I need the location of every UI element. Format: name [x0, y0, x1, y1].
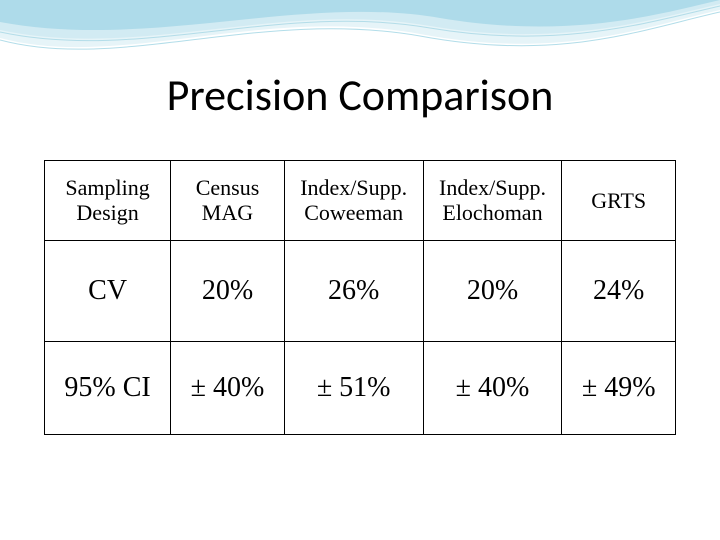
- col-header-grts: GRTS: [562, 161, 676, 241]
- col-header-line: MAG: [175, 200, 280, 225]
- col-header-line: GRTS: [566, 188, 671, 213]
- col-header-census-mag: Census MAG: [171, 161, 285, 241]
- precision-table: Sampling Design Census MAG Index/Supp. C…: [44, 160, 676, 435]
- col-header-line: Census: [175, 175, 280, 200]
- row-label-cv: CV: [45, 240, 171, 341]
- col-header-sampling-design: Sampling Design: [45, 161, 171, 241]
- table-header-row: Sampling Design Census MAG Index/Supp. C…: [45, 161, 676, 241]
- row-label-95ci: 95% CI: [45, 341, 171, 434]
- col-header-line: Elochoman: [428, 200, 558, 225]
- cell: ± 51%: [284, 341, 423, 434]
- col-header-line: Index/Supp.: [289, 175, 419, 200]
- col-header-line: Index/Supp.: [428, 175, 558, 200]
- table-row: 95% CI ± 40% ± 51% ± 40% ± 49%: [45, 341, 676, 434]
- cell: ± 40%: [423, 341, 562, 434]
- col-header-line: Design: [49, 200, 166, 225]
- cell: ± 49%: [562, 341, 676, 434]
- col-header-line: Sampling: [49, 175, 166, 200]
- col-header-line: Coweeman: [289, 200, 419, 225]
- table-row: CV 20% 26% 20% 24%: [45, 240, 676, 341]
- cell: 20%: [171, 240, 285, 341]
- slide-title: Precision Comparison: [0, 68, 720, 122]
- col-header-index-elochoman: Index/Supp. Elochoman: [423, 161, 562, 241]
- cell: 24%: [562, 240, 676, 341]
- cell: ± 40%: [171, 341, 285, 434]
- cell: 20%: [423, 240, 562, 341]
- col-header-index-coweeman: Index/Supp. Coweeman: [284, 161, 423, 241]
- cell: 26%: [284, 240, 423, 341]
